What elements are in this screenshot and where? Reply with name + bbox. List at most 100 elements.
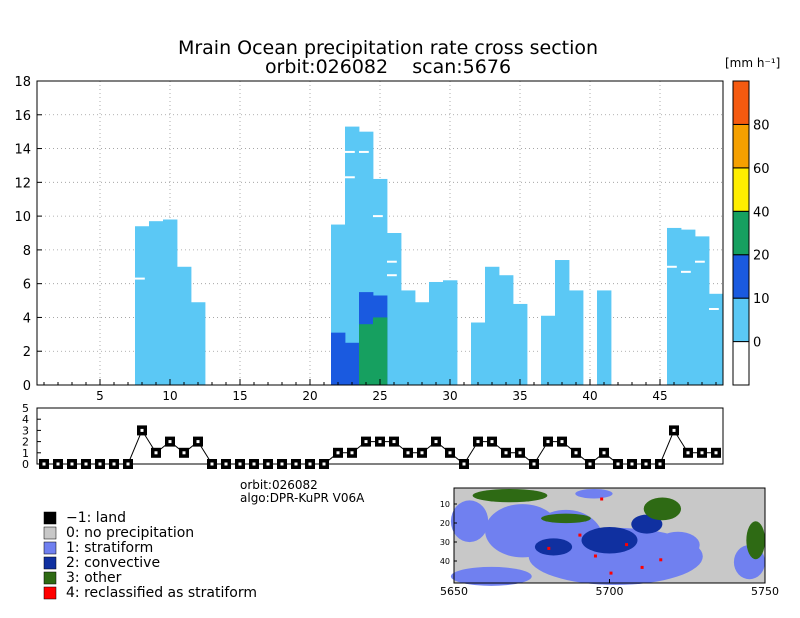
legend-swatch (43, 556, 57, 570)
legend-label: 4: reclassified as stratiform (66, 585, 257, 601)
type-point-center (420, 451, 424, 455)
precip-column (149, 221, 164, 385)
colorbar-segment (732, 297, 750, 343)
type-point-center (322, 462, 326, 466)
y-tick-label: 8 (23, 244, 31, 259)
precip-column (471, 322, 486, 385)
precip-column (695, 236, 710, 385)
type-point-center (462, 462, 466, 466)
legend-swatch (43, 511, 57, 525)
x-tick-label: 20 (302, 389, 317, 403)
type-point-center (294, 462, 298, 466)
map-region (656, 531, 700, 559)
map-region (643, 497, 682, 521)
map-reclassified-pixel (609, 571, 613, 575)
x-tick-label: 10 (162, 389, 177, 403)
column-gap (387, 274, 397, 277)
map-reclassified-pixel (625, 543, 629, 547)
strong-precip-column (373, 317, 388, 385)
precip-column (569, 290, 584, 385)
colorbar-segment (732, 167, 750, 212)
map-region (472, 488, 548, 503)
x-tick-label: 40 (582, 389, 597, 403)
map-y-tick-label: 10 (440, 500, 450, 509)
type-y-tick-label: 4 (22, 413, 29, 426)
precip-column (485, 266, 500, 385)
map-reclassified-pixel (578, 533, 582, 537)
y-tick-label: 10 (14, 210, 31, 225)
precip-column (513, 303, 528, 385)
type-point-center (406, 451, 410, 455)
y-tick-label: 18 (14, 75, 31, 90)
strong-precip-column (331, 332, 346, 385)
column-gap (667, 265, 677, 268)
type-point-center (644, 462, 648, 466)
precip-column (429, 281, 444, 385)
strong-precip-column (359, 324, 374, 385)
column-gap (695, 260, 705, 263)
type-point-center (434, 440, 438, 444)
rain-type-map: 10 20 30 40 5650 5700 5750 (440, 487, 779, 598)
column-gap (387, 260, 397, 263)
cross-section-axes: 0 2 4 6 8 10 12 14 16 18 5 10 15 20 25 30 35 40 45 (14, 75, 724, 403)
type-point-center (714, 451, 718, 455)
type-point-center (224, 462, 228, 466)
y-tick-label: 12 (14, 176, 31, 191)
precip-column (387, 233, 402, 385)
type-point-center (686, 451, 690, 455)
map-y-tick-label: 20 (440, 519, 450, 528)
type-point-center (210, 462, 214, 466)
type-point-center (84, 462, 88, 466)
legend-swatch (43, 526, 57, 540)
map-region (746, 521, 765, 560)
map-reclassified-pixel (593, 554, 597, 558)
colorbar-label: 60 (753, 162, 770, 177)
colorbar-unit: [mm h⁻¹] (725, 56, 780, 70)
map-x-tick-label: 5650 (440, 585, 468, 598)
type-point-center (392, 440, 396, 444)
x-tick-label: 25 (372, 389, 387, 403)
type-point-center (266, 462, 270, 466)
precip-column (499, 275, 514, 385)
precip-column (163, 219, 178, 385)
type-y-tick-label: 1 (22, 447, 29, 460)
precip-column (597, 290, 612, 385)
type-point-center (490, 440, 494, 444)
colorbar-label: 0 (753, 336, 761, 351)
legend-label: 0: no precipitation (66, 525, 194, 541)
type-point-center (616, 462, 620, 466)
map-region (450, 566, 532, 586)
colorbar-segment (732, 80, 750, 125)
type-point-center (602, 451, 606, 455)
type-point-center (168, 440, 172, 444)
precip-column (177, 266, 192, 385)
column-gap (135, 277, 145, 280)
type-point-center (70, 462, 74, 466)
map-region (581, 526, 638, 554)
type-point-center (252, 462, 256, 466)
map-region (575, 488, 613, 499)
type-point-center (238, 462, 242, 466)
type-point-center (98, 462, 102, 466)
legend-label: 1: stratiform (66, 540, 153, 556)
colorbar-segment (732, 341, 750, 386)
y-tick-label: 6 (23, 278, 31, 293)
type-point-center (182, 451, 186, 455)
strong-precip-column (345, 342, 360, 385)
type-point-center (476, 440, 480, 444)
type-y-tick-label: 2 (22, 436, 29, 449)
type-point-center (504, 451, 508, 455)
type-point-center (112, 462, 116, 466)
y-tick-label: 14 (14, 143, 31, 158)
type-point-center (350, 451, 354, 455)
y-tick-label: 2 (23, 345, 31, 360)
column-gap (373, 215, 383, 218)
type-point-center (448, 451, 452, 455)
colorbar-segment (732, 123, 750, 169)
map-y-tick-label: 30 (440, 538, 450, 547)
type-point-center (658, 462, 662, 466)
type-point-center (364, 440, 368, 444)
precip-column (709, 293, 724, 385)
algo-label: algo:DPR-KuPR V06A (240, 491, 365, 505)
